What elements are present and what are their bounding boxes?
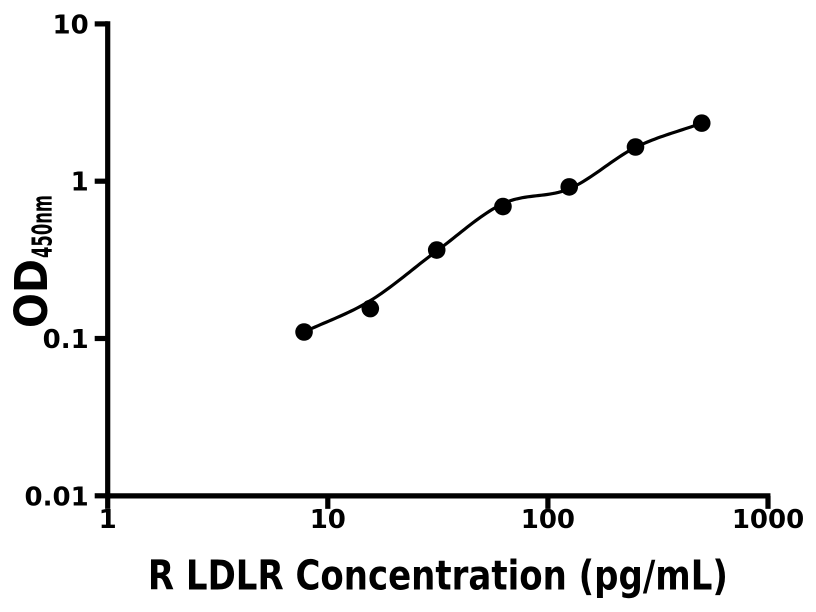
x-axis-ticks: 1 10 100 1000	[99, 495, 804, 535]
data-point-marker	[295, 323, 313, 341]
y-axis-ticks: 0.01 0.1 1 10	[25, 10, 108, 512]
x-tick-label: 1000	[732, 505, 804, 535]
data-point-marker	[560, 178, 579, 196]
data-point-marker	[427, 241, 446, 259]
x-tick-label: 1	[99, 505, 117, 535]
y-axis-title-subscript: 450nm	[26, 195, 59, 258]
y-axis-title-main: OD	[5, 259, 58, 328]
data-point-marker	[361, 299, 380, 318]
data-point-marker	[692, 114, 711, 132]
y-tick-label: 0.01	[25, 482, 89, 512]
data-point-marker	[494, 197, 512, 216]
y-tick-label: 1	[71, 168, 89, 198]
y-tick-label: 0.1	[43, 325, 89, 355]
x-tick-label: 100	[521, 505, 575, 535]
x-tick-label: 10	[310, 505, 346, 535]
y-tick-label: 10	[53, 10, 89, 40]
data-point-marker	[626, 138, 645, 156]
x-axis-title: R LDLR Concentration (pg/mL)	[148, 552, 728, 600]
y-axis-title: OD 450nm	[5, 195, 59, 328]
data-points	[295, 114, 711, 341]
